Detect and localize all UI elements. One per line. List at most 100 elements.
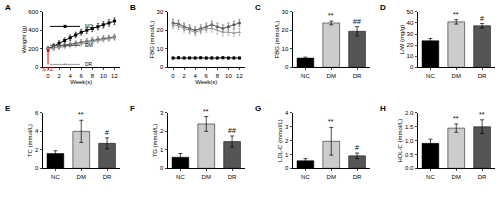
svg-text:0: 0 <box>35 64 39 70</box>
svg-text:30: 30 <box>407 31 414 37</box>
svg-text:20: 20 <box>407 42 414 48</box>
svg-text:F: F <box>130 104 135 113</box>
svg-text:200: 200 <box>28 46 39 52</box>
svg-text:0: 0 <box>171 73 175 79</box>
svg-text:30: 30 <box>157 9 164 15</box>
svg-text:4: 4 <box>69 73 73 79</box>
svg-text:Weight (g): Weight (g) <box>21 26 27 54</box>
svg-text:DR: DR <box>228 174 237 180</box>
svg-text:6: 6 <box>80 73 84 79</box>
svg-text:2: 2 <box>182 73 186 79</box>
svg-text:**: ** <box>78 111 84 118</box>
svg-text:E: E <box>5 104 11 113</box>
svg-text:0.0: 0.0 <box>405 165 414 171</box>
svg-text:NC: NC <box>426 174 435 180</box>
svg-text:#: # <box>480 15 484 22</box>
svg-text:NC: NC <box>301 73 310 79</box>
svg-text:**: ** <box>328 12 334 19</box>
svg-text:DR: DR <box>85 61 93 67</box>
svg-text:Week(s): Week(s) <box>195 79 217 85</box>
svg-text:0: 0 <box>160 64 164 70</box>
svg-text:1.5: 1.5 <box>405 124 414 130</box>
svg-text:10: 10 <box>407 53 414 59</box>
svg-text:2: 2 <box>57 73 61 79</box>
svg-text:DR: DR <box>353 174 362 180</box>
svg-text:NC: NC <box>426 73 435 79</box>
svg-text:4: 4 <box>285 110 289 116</box>
svg-text:DM: DM <box>452 73 461 79</box>
svg-text:Week(s): Week(s) <box>70 79 92 85</box>
svg-text:**: ** <box>328 118 334 125</box>
svg-text:2.0: 2.0 <box>405 110 414 116</box>
svg-text:1: 1 <box>285 152 289 158</box>
svg-text:DM: DM <box>202 174 211 180</box>
svg-text:DM: DM <box>327 174 336 180</box>
svg-text:4: 4 <box>194 73 198 79</box>
svg-text:DM: DM <box>327 73 336 79</box>
svg-text:**: ** <box>453 115 459 122</box>
svg-text:NC: NC <box>301 174 310 180</box>
svg-text:FBG (mmol/L): FBG (mmol/L) <box>149 21 155 59</box>
svg-text:2: 2 <box>285 138 289 144</box>
svg-text:G: G <box>255 104 261 113</box>
svg-text:HDL-C (mmol/L): HDL-C (mmol/L) <box>397 119 403 163</box>
svg-text:##: ## <box>228 127 236 134</box>
svg-text:DM: DM <box>85 42 93 48</box>
svg-text:10: 10 <box>225 73 232 79</box>
svg-text:0: 0 <box>35 165 39 171</box>
svg-text:B: B <box>130 3 136 12</box>
svg-text:0.5: 0.5 <box>405 152 414 158</box>
svg-text:NC: NC <box>176 174 185 180</box>
svg-text:3: 3 <box>160 110 164 116</box>
svg-text:**: ** <box>203 108 209 115</box>
svg-text:3: 3 <box>285 124 289 130</box>
svg-text:8: 8 <box>91 73 95 79</box>
svg-text:1.0: 1.0 <box>405 138 414 144</box>
svg-text:TG (mmol/L): TG (mmol/L) <box>152 124 158 158</box>
svg-text:#: # <box>105 129 109 136</box>
svg-text:##: ## <box>353 18 361 25</box>
svg-text:50: 50 <box>407 9 414 15</box>
svg-text:LDL-C (mmol/L): LDL-C (mmol/L) <box>277 119 283 162</box>
svg-text:0: 0 <box>160 165 164 171</box>
svg-text:12: 12 <box>236 73 243 79</box>
svg-text:20: 20 <box>282 27 289 33</box>
svg-text:DR: DR <box>478 73 487 79</box>
svg-text:20: 20 <box>157 27 164 33</box>
svg-text:40: 40 <box>407 20 414 26</box>
svg-text:TC (mmol/L): TC (mmol/L) <box>27 124 33 157</box>
svg-text:12: 12 <box>111 73 118 79</box>
svg-text:400: 400 <box>28 27 39 33</box>
svg-text:8: 8 <box>216 73 220 79</box>
svg-text:2: 2 <box>35 147 39 153</box>
svg-text:10: 10 <box>157 46 164 52</box>
svg-text:L/W (mg/g): L/W (mg/g) <box>399 25 405 55</box>
svg-text:DM: DM <box>77 174 86 180</box>
svg-text:30: 30 <box>282 9 289 15</box>
svg-text:A: A <box>5 3 11 12</box>
svg-text:NC: NC <box>85 23 93 29</box>
svg-text:0: 0 <box>46 73 50 79</box>
svg-text:**: ** <box>453 11 459 18</box>
svg-text:DR: DR <box>103 174 112 180</box>
svg-text:H: H <box>380 104 386 113</box>
svg-text:STZ: STZ <box>42 66 54 72</box>
svg-text:2: 2 <box>160 128 164 134</box>
svg-text:0: 0 <box>410 64 414 70</box>
svg-text:DM: DM <box>452 174 461 180</box>
svg-text:10: 10 <box>282 46 289 52</box>
svg-text:FBG (mmol/L): FBG (mmol/L) <box>274 21 280 59</box>
svg-text:0: 0 <box>285 64 289 70</box>
svg-text:C: C <box>255 3 261 12</box>
svg-text:0: 0 <box>285 165 289 171</box>
svg-text:NC: NC <box>51 174 60 180</box>
svg-text:600: 600 <box>28 9 39 15</box>
svg-text:4: 4 <box>35 128 39 134</box>
svg-text:10: 10 <box>100 73 107 79</box>
svg-text:D: D <box>380 3 386 12</box>
svg-text:6: 6 <box>205 73 209 79</box>
svg-text:1: 1 <box>160 147 164 153</box>
svg-text:**: ** <box>479 111 485 118</box>
svg-text:DR: DR <box>353 73 362 79</box>
svg-text:DR: DR <box>478 174 487 180</box>
